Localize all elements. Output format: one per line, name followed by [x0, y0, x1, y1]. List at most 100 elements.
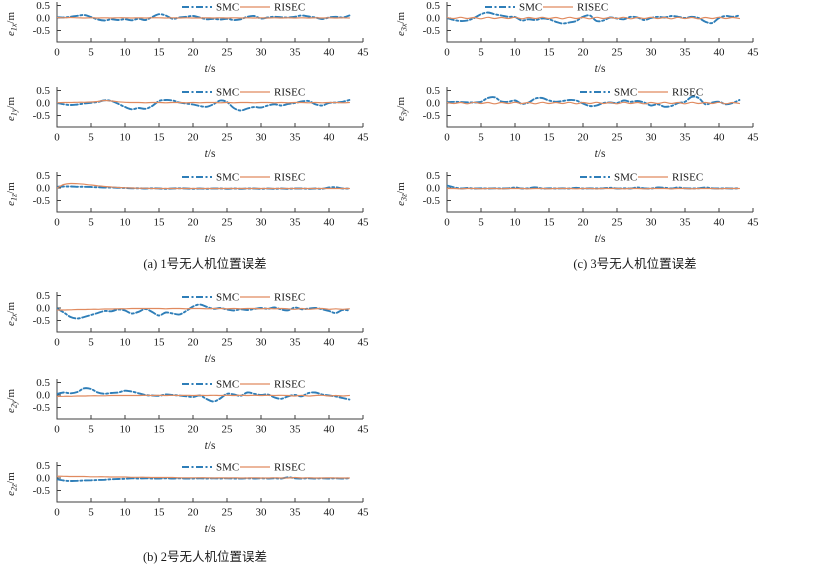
x-tick-label: 45	[358, 132, 370, 144]
subplot-e2x: 0 5 10 15 20 25 30 35 40 45 0.5 0.0 -0.5 e2x/m t/s SMC R…	[0, 290, 380, 374]
y-tick-label: 0.5	[36, 460, 50, 472]
x-tick-label: 45	[748, 132, 760, 144]
series-risec-line	[57, 16, 350, 19]
y-tick-label: 0.5	[36, 377, 50, 389]
subplot-e2z: 0 5 10 15 20 25 30 35 40 45 0.5 0.0 -0.5 e2z/m t/s SMC R…	[0, 460, 380, 544]
x-tick-label: 15	[544, 47, 556, 59]
x-tick-label: 15	[544, 132, 556, 144]
x-tick-label: 30	[256, 424, 268, 436]
x-tick-label: 0	[54, 47, 60, 59]
y-tick-label: -0.5	[33, 25, 51, 37]
subplot-e3y: 0 5 10 15 20 25 30 35 40 45 0.5 0.0 -0.5 e3y/m t/s SMC R…	[390, 85, 770, 169]
legend-risec-label: RISEC	[672, 87, 703, 99]
axes-spines	[56, 87, 363, 128]
x-tick-label: 35	[290, 337, 302, 349]
x-tick-label: 0	[54, 217, 60, 229]
y-tick-label: 0.0	[36, 390, 50, 402]
x-tick-label: 25	[222, 337, 234, 349]
y-tick-label: 0.5	[36, 0, 50, 12]
y-tick-label: 0.5	[426, 0, 440, 12]
x-tick-label: 30	[256, 132, 268, 144]
x-tick-label: 25	[612, 217, 624, 229]
y-tick-label: -0.5	[33, 110, 51, 122]
chart-e3y: 0 5 10 15 20 25 30 35 40 45 0.50.0-0.5 e3y/m t/s SMC R…	[395, 85, 760, 160]
x-tick-label: 30	[646, 132, 658, 144]
y-axis-label: e1z/m	[5, 182, 19, 206]
x-tick-label: 35	[680, 47, 692, 59]
x-tick-label: 20	[188, 132, 200, 144]
x-tick-label: 30	[646, 47, 658, 59]
x-tick-label: 5	[478, 217, 484, 229]
caption-uav1: (a) 1号无人机位置误差	[143, 257, 267, 271]
x-axis-label: t/s	[595, 148, 606, 160]
axes-spines	[56, 462, 363, 503]
x-tick-label: 5	[88, 47, 94, 59]
y-tick-label: 0.0	[36, 183, 50, 195]
y-tick-label: 0.5	[36, 290, 50, 302]
x-tick-label: 10	[120, 507, 132, 519]
legend-risec-label: RISEC	[274, 172, 305, 184]
x-tick-label: 25	[612, 47, 624, 59]
x-tick-label: 0	[54, 507, 60, 519]
x-tick-label: 5	[88, 507, 94, 519]
x-tick-label: 0	[54, 337, 60, 349]
x-tick-label: 20	[188, 217, 200, 229]
x-tick-label: 35	[680, 132, 692, 144]
y-tick-label: 0.0	[426, 183, 440, 195]
x-tick-label: 20	[188, 337, 200, 349]
x-tick-label: 0	[444, 47, 450, 59]
x-tick-label: 0	[54, 132, 60, 144]
y-axis-label: e3x/m	[395, 12, 409, 37]
x-tick-label: 10	[120, 217, 132, 229]
x-tick-label: 10	[510, 47, 522, 59]
chart-e2z: 0 5 10 15 20 25 30 35 40 45 0.50.0-0.5 e2z/m t/s SMC R…	[5, 460, 370, 535]
x-tick-label: 5	[88, 217, 94, 229]
x-tick-label: 30	[256, 507, 268, 519]
x-axis-label: t/s	[595, 63, 606, 75]
y-tick-label: -0.5	[33, 485, 51, 497]
legend-risec-label: RISEC	[672, 172, 703, 184]
x-tick-label: 25	[612, 132, 624, 144]
x-tick-label: 40	[714, 132, 726, 144]
x-tick-label: 45	[358, 507, 370, 519]
x-tick-label: 20	[578, 132, 590, 144]
legend-smc-label: SMC	[614, 87, 637, 99]
legend-risec-label: RISEC	[274, 292, 305, 304]
x-tick-label: 20	[188, 424, 200, 436]
subplot-e3z: 0 5 10 15 20 25 30 35 40 45 0.5 0.0 -0.5 e3z/m t/s SMC R…	[390, 170, 770, 254]
y-tick-label: 0.0	[36, 13, 50, 25]
caption-uav3: (c) 3号无人机位置误差	[573, 257, 697, 271]
x-tick-label: 0	[54, 424, 60, 436]
x-tick-label: 0	[444, 132, 450, 144]
x-tick-label: 20	[188, 47, 200, 59]
subplot-e1x: 0 5 10 15 20 25 30 35 40 45 0.5 0.0 -0.5 e1x/m t/s SMC R…	[0, 0, 380, 84]
y-tick-label: -0.5	[423, 110, 441, 122]
x-tick-label: 15	[154, 337, 166, 349]
y-tick-label: 0.5	[426, 85, 440, 97]
x-tick-label: 5	[478, 132, 484, 144]
legend-smc-label: SMC	[216, 379, 239, 391]
legend-risec-label: RISEC	[274, 462, 305, 474]
x-tick-label: 45	[358, 424, 370, 436]
legend-smc-label: SMC	[519, 2, 542, 14]
x-tick-label: 10	[120, 132, 132, 144]
x-tick-label: 35	[290, 132, 302, 144]
x-tick-label: 15	[154, 132, 166, 144]
series-risec-line	[447, 16, 740, 20]
y-tick-label: 0.0	[426, 13, 440, 25]
legend-risec-label: RISEC	[274, 2, 305, 14]
x-tick-label: 35	[290, 507, 302, 519]
x-tick-label: 25	[222, 507, 234, 519]
x-tick-label: 25	[222, 47, 234, 59]
x-tick-label: 35	[680, 217, 692, 229]
axes-spines	[56, 172, 363, 213]
x-tick-label: 40	[324, 507, 336, 519]
axes-spines	[446, 87, 753, 128]
x-tick-label: 30	[256, 47, 268, 59]
x-tick-label: 35	[290, 424, 302, 436]
x-tick-label: 30	[256, 337, 268, 349]
axes-spines	[56, 2, 363, 43]
subplot-e3x: 0 5 10 15 20 25 30 35 40 45 0.5 0.0 -0.5 e3x/m t/s SMC R…	[390, 0, 770, 84]
series-risec-line	[57, 394, 350, 398]
legend-smc-label: SMC	[216, 462, 239, 474]
